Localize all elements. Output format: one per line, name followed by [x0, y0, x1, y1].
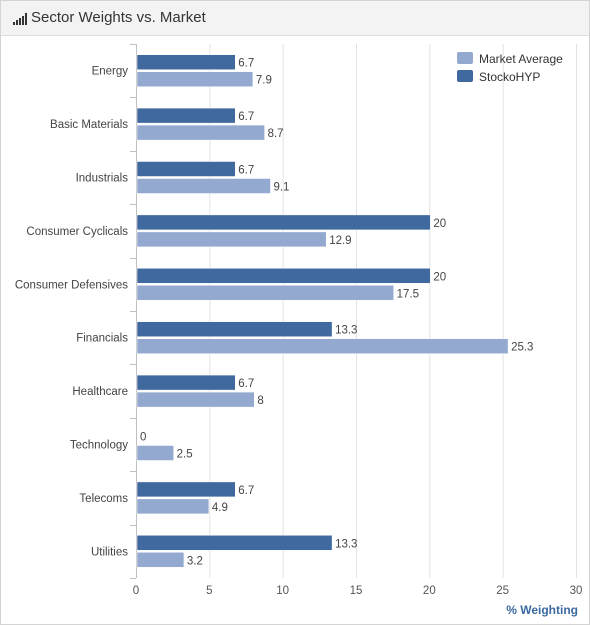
data-label-market-average: 3.2 [187, 555, 203, 567]
legend-swatch-stockohyp [457, 70, 473, 82]
data-label-stockohyp: 6.7 [238, 165, 254, 177]
legend-label-market-average: Market Average [479, 52, 563, 66]
bar-chart-icon [13, 13, 27, 25]
data-label-market-average: 9.1 [273, 182, 289, 194]
bar-stockohyp [136, 268, 431, 284]
category-label: Energy [92, 66, 129, 78]
data-label-stockohyp: 6.7 [238, 58, 254, 70]
bar-market-average [136, 178, 271, 194]
bar-market-average [136, 285, 394, 301]
data-label-stockohyp: 0 [140, 432, 146, 444]
bar-stockohyp [136, 107, 236, 124]
bar-stockohyp [136, 374, 236, 391]
category-label: Technology [70, 440, 128, 452]
bar-market-average [136, 391, 255, 408]
bar-market-average [136, 338, 509, 354]
data-label-market-average: 8 [257, 395, 263, 407]
category-label: Basic Materials [50, 119, 128, 131]
x-tick-label: 30 [570, 585, 583, 597]
data-label-market-average: 12.9 [329, 235, 351, 247]
x-tick-label: 0 [133, 585, 139, 597]
bar-stockohyp [136, 481, 236, 498]
legend-swatch-market-average [457, 52, 473, 64]
bar-market-average [136, 71, 254, 87]
bar-market-average [136, 445, 174, 461]
category-label: Industrials [76, 173, 129, 185]
data-label-market-average: 25.3 [511, 342, 533, 354]
category-label: Consumer Defensives [15, 279, 128, 291]
data-label-market-average: 4.9 [212, 502, 228, 514]
bar-stockohyp [136, 54, 236, 70]
data-label-stockohyp: 6.7 [238, 485, 254, 497]
x-tick-label: 10 [276, 585, 289, 597]
x-axis-title: % Weighting [506, 603, 578, 617]
category-label: Telecoms [79, 493, 128, 505]
data-label-market-average: 8.7 [268, 128, 284, 140]
data-label-stockohyp: 13.3 [335, 325, 357, 337]
bar-stockohyp [136, 535, 333, 551]
legend-label-stockohyp: StockoHYP [479, 70, 540, 84]
data-label-stockohyp: 13.3 [335, 538, 357, 550]
x-tick-label: 20 [423, 585, 436, 597]
bar-market-average [136, 231, 327, 248]
data-label-stockohyp: 6.7 [238, 111, 254, 123]
x-tick-label: 25 [496, 585, 509, 597]
data-label-market-average: 17.5 [397, 288, 419, 300]
bar-stockohyp [136, 214, 431, 231]
data-label-market-average: 2.5 [177, 449, 193, 461]
bar-stockohyp [136, 161, 236, 177]
bar-stockohyp [136, 321, 333, 337]
bar-market-average [136, 552, 185, 568]
x-tick-label: 15 [350, 585, 363, 597]
category-label: Consumer Cyclicals [26, 226, 128, 238]
bar-market-average [136, 498, 210, 515]
data-label-stockohyp: 6.7 [238, 378, 254, 390]
panel-header: Sector Weights vs. Market [1, 1, 589, 36]
category-label: Utilities [91, 546, 128, 558]
bar-market-average [136, 124, 265, 141]
data-label-market-average: 7.9 [256, 75, 272, 87]
data-label-stockohyp: 20 [433, 271, 446, 283]
x-tick-label: 5 [206, 585, 212, 597]
panel-title: Sector Weights vs. Market [31, 9, 206, 26]
category-label: Financials [76, 333, 128, 345]
data-label-stockohyp: 20 [433, 218, 446, 230]
category-label: Healthcare [72, 386, 128, 398]
